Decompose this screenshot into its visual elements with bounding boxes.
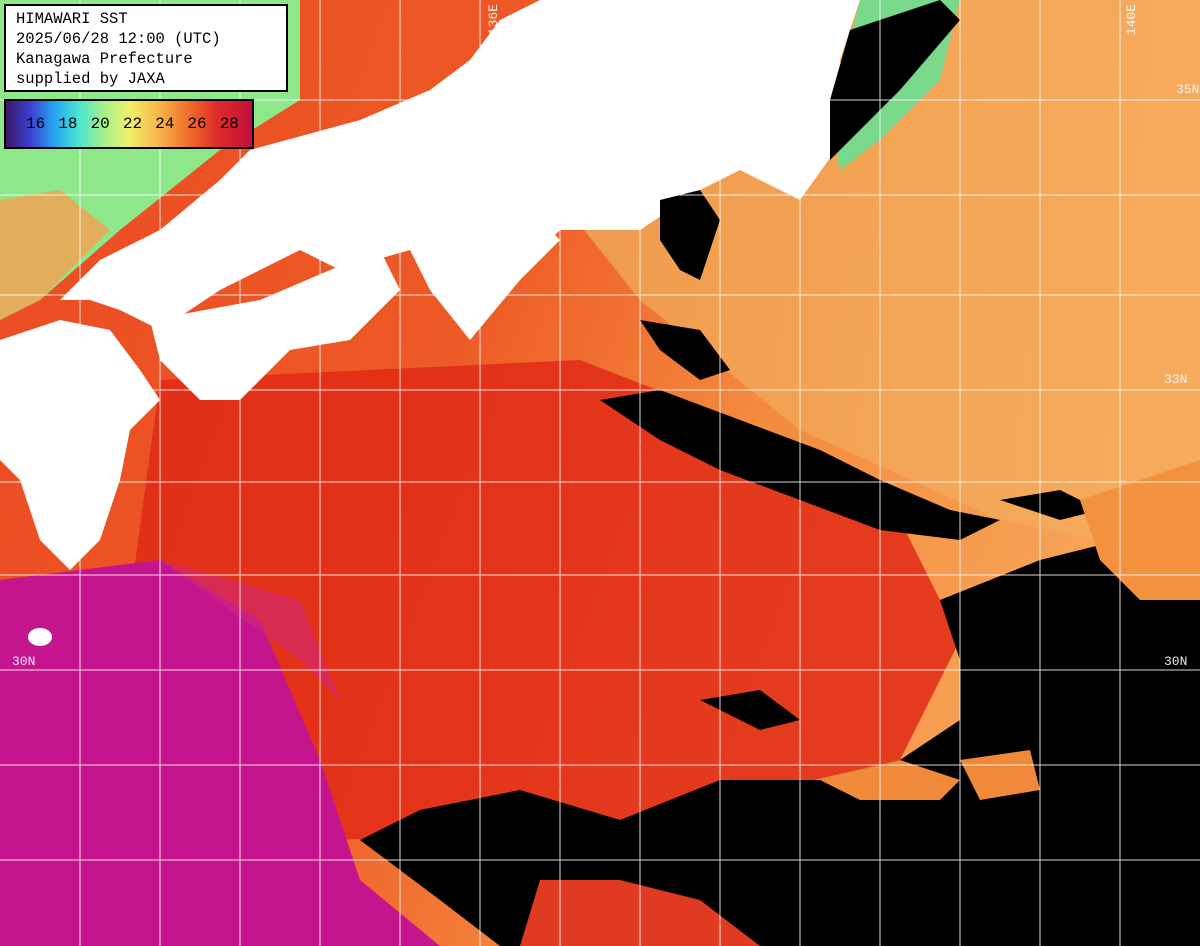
title-datetime: 2025/06/28 12:00 (UTC)	[16, 30, 221, 48]
title-credit: supplied by JAXA	[16, 70, 165, 88]
lat-label-35-right: 35N	[1176, 82, 1200, 97]
title-region: Kanagawa Prefecture	[16, 50, 193, 68]
land-kii	[430, 200, 560, 340]
lon-label-140: 140E	[1124, 4, 1139, 36]
land-island-tanegashima	[28, 628, 52, 646]
legend-tick: 28	[219, 115, 239, 133]
lon-label-136: 136E	[486, 4, 501, 36]
title-box: HIMAWARI SST 2025/06/28 12:00 (UTC) Kana…	[4, 4, 288, 92]
sea-hot-region	[0, 560, 440, 946]
legend-tick: 22	[122, 115, 143, 133]
land-honshu	[60, 0, 860, 340]
legend-tick: 24	[155, 115, 175, 133]
cloud-northeast	[830, 0, 960, 160]
legend-tick: 16	[26, 115, 46, 133]
temperature-legend: 16 18 20 22 24 26 28	[4, 99, 254, 149]
legend-tick: 18	[58, 115, 78, 133]
title-product: HIMAWARI SST	[16, 10, 128, 28]
legend-tick: 26	[187, 115, 207, 133]
legend-tick: 20	[90, 115, 110, 133]
lat-label-30-right: 30N	[1164, 654, 1188, 669]
lat-label-30-left: 30N	[12, 654, 36, 669]
lat-label-33-right: 33N	[1164, 372, 1188, 387]
cloud-southeast	[360, 530, 1200, 946]
land-shikoku	[150, 250, 400, 400]
cloud-izu	[660, 190, 720, 280]
lat-label-33-left: 33	[12, 374, 28, 389]
